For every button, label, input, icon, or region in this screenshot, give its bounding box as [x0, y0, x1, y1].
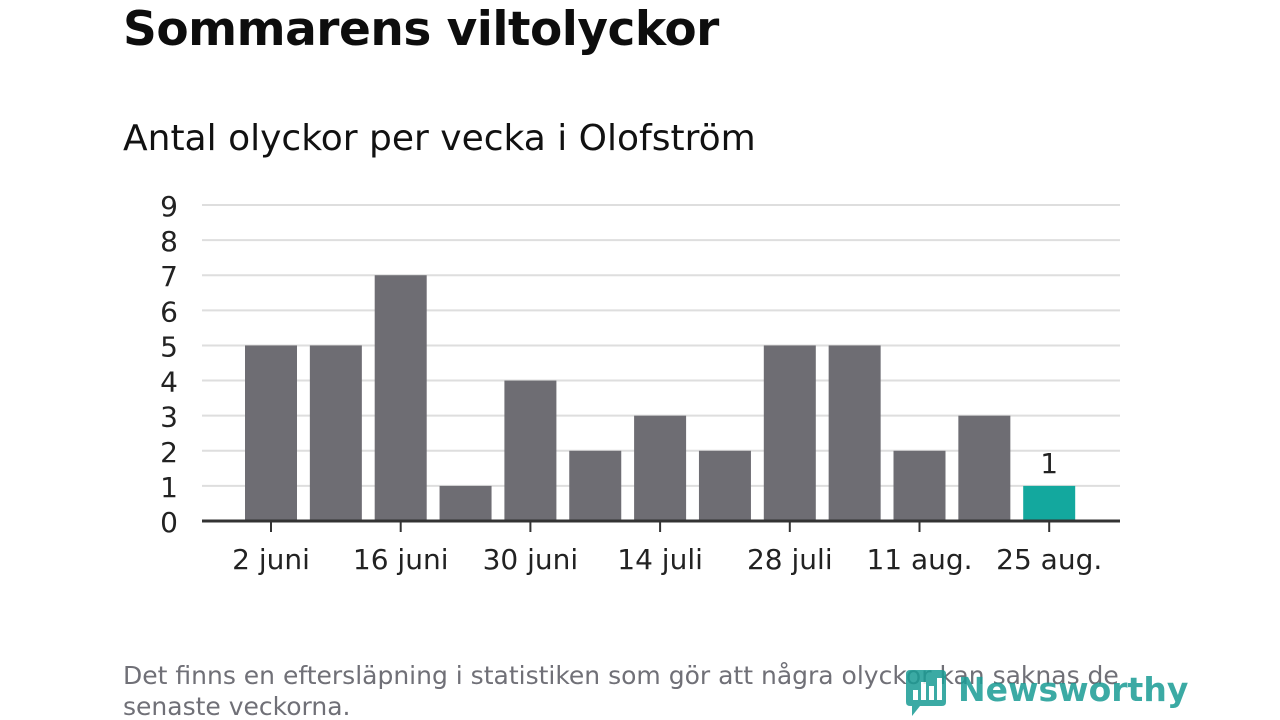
y-tick-label: 3 [160, 401, 178, 434]
y-tick-label: 1 [160, 471, 178, 504]
newsworthy-logo-icon [906, 670, 946, 716]
bar [245, 345, 297, 521]
bar [374, 275, 427, 521]
x-tick-label: 30 juni [483, 543, 579, 576]
y-tick-label: 4 [160, 366, 178, 399]
y-tick-label: 6 [160, 295, 178, 328]
bar [763, 345, 816, 521]
x-tick-label: 16 juni [353, 543, 449, 576]
highlight-bar [1023, 485, 1076, 521]
newsworthy-logo: Newsworthy [900, 668, 1188, 720]
bar [698, 450, 751, 521]
y-tick-label: 9 [160, 190, 178, 223]
bar [439, 485, 492, 521]
bar [893, 450, 946, 521]
y-tick-label: 8 [160, 225, 178, 258]
bar [958, 415, 1011, 521]
bar [828, 345, 881, 521]
x-tick-label: 2 juni [232, 543, 310, 576]
chart-title: Sommarens viltolyckor [123, 2, 719, 57]
chart-subtitle: Antal olyckor per vecka i Olofström [123, 118, 756, 159]
x-tick-label: 11 aug. [866, 543, 972, 576]
data-label: 1 [1040, 447, 1058, 480]
bar [309, 345, 362, 521]
x-tick-label: 25 aug. [996, 543, 1102, 576]
y-tick-label: 7 [160, 260, 178, 293]
y-tick-label: 2 [160, 436, 178, 469]
bar [504, 380, 557, 521]
x-tick-label: 28 juli [747, 543, 833, 576]
bar [569, 450, 622, 521]
y-tick-label: 0 [160, 506, 178, 539]
logo-text: Newsworthy [958, 670, 1189, 709]
footnote: Det finns en eftersläpning i statistiken… [123, 661, 1119, 720]
bar [634, 415, 687, 521]
y-tick-label: 5 [160, 330, 178, 363]
x-tick-label: 14 juli [617, 543, 703, 576]
